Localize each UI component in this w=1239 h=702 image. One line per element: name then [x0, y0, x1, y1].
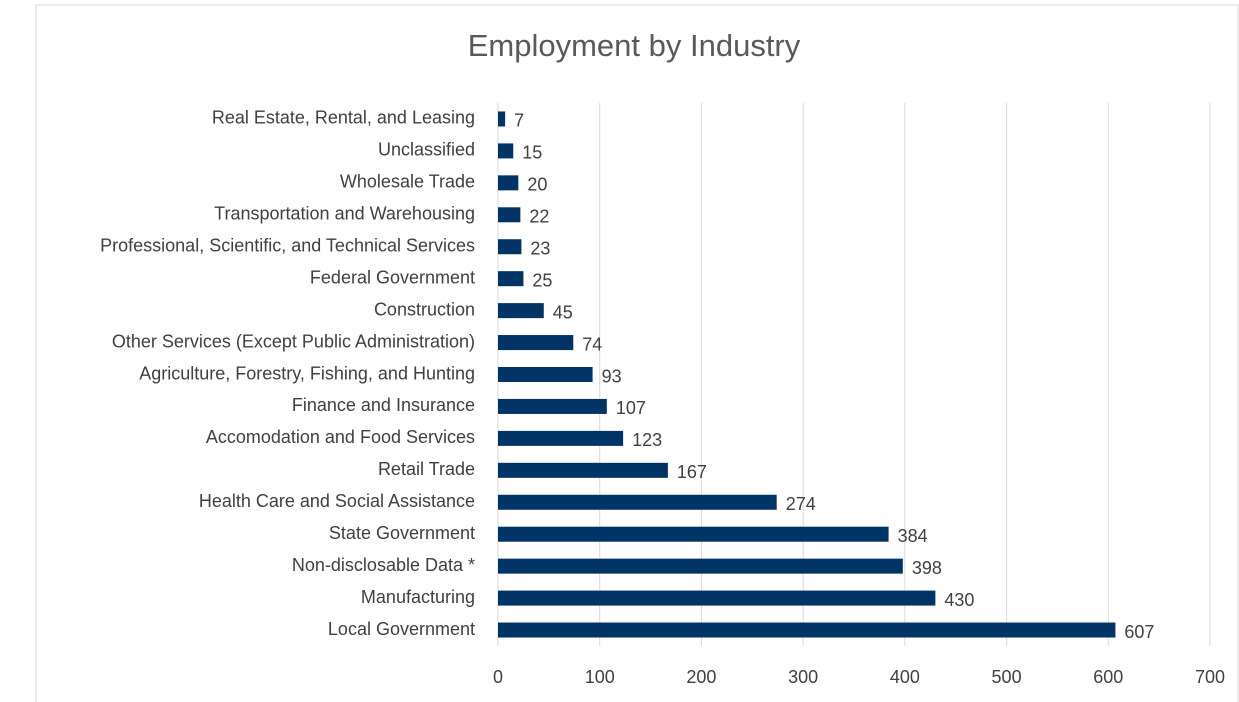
value-label: 25: [532, 270, 552, 290]
y-tick-label: Manufacturing: [361, 587, 475, 607]
bar: [498, 175, 519, 191]
y-tick-label: Retail Trade: [378, 459, 475, 479]
value-label: 167: [677, 462, 707, 482]
bar: [498, 271, 524, 287]
y-tick-label: Non-disclosable Data *: [292, 555, 475, 575]
x-tick-label: 100: [585, 667, 615, 687]
y-tick-label: Accomodation and Food Services: [206, 427, 475, 447]
bar: [498, 590, 936, 606]
y-tick-label: Agriculture, Forestry, Fishing, and Hunt…: [139, 363, 475, 383]
y-tick-label: Transportation and Warehousing: [214, 204, 475, 224]
value-label: 45: [553, 302, 573, 322]
bar: [498, 143, 514, 159]
y-tick-label: Unclassified: [378, 140, 475, 160]
x-tick-label: 500: [992, 667, 1022, 687]
y-tick-label: Finance and Insurance: [292, 395, 475, 415]
x-tick-label: 200: [686, 667, 716, 687]
value-label: 607: [1124, 622, 1154, 642]
y-tick-label: Real Estate, Rental, and Leasing: [212, 108, 475, 128]
chart-border: [35, 4, 1239, 702]
bar: [498, 558, 903, 574]
x-tick-label: 400: [890, 667, 920, 687]
value-label: 93: [602, 366, 622, 386]
bar: [498, 622, 1116, 638]
value-label: 22: [529, 207, 549, 227]
bar: [498, 526, 889, 542]
x-tick-label: 300: [788, 667, 818, 687]
bar: [498, 462, 668, 478]
value-label: 430: [944, 590, 974, 610]
y-tick-label: Wholesale Trade: [340, 172, 475, 192]
y-tick-label: Other Services (Except Public Administra…: [112, 331, 475, 351]
bar: [498, 111, 506, 127]
value-label: 74: [582, 334, 602, 354]
y-tick-label: Local Government: [328, 619, 475, 639]
bar: [498, 494, 777, 510]
value-label: 7: [514, 111, 524, 131]
bar: [498, 335, 574, 351]
x-tick-label: 700: [1195, 667, 1225, 687]
bar: [498, 398, 607, 414]
value-label: 107: [616, 398, 646, 418]
value-label: 274: [786, 494, 816, 514]
y-tick-label: State Government: [329, 523, 475, 543]
x-tick-label: 0: [493, 667, 503, 687]
y-tick-label: Construction: [374, 299, 475, 319]
y-tick-label: Health Care and Social Assistance: [199, 491, 475, 511]
x-tick-label: 600: [1093, 667, 1123, 687]
bar: [498, 367, 593, 382]
value-label: 384: [898, 526, 928, 546]
value-label: 123: [632, 430, 662, 450]
bar: [498, 207, 521, 223]
y-tick-label: Federal Government: [310, 267, 475, 287]
bar: [498, 430, 624, 446]
bar: [498, 303, 544, 319]
value-label: 398: [912, 558, 942, 578]
value-label: 20: [527, 175, 547, 195]
value-label: 15: [522, 143, 542, 163]
chart-title: Employment by Industry: [468, 28, 801, 63]
bar: [498, 239, 522, 255]
value-label: 23: [530, 238, 550, 258]
y-tick-label: Professional, Scientific, and Technical …: [100, 235, 475, 255]
